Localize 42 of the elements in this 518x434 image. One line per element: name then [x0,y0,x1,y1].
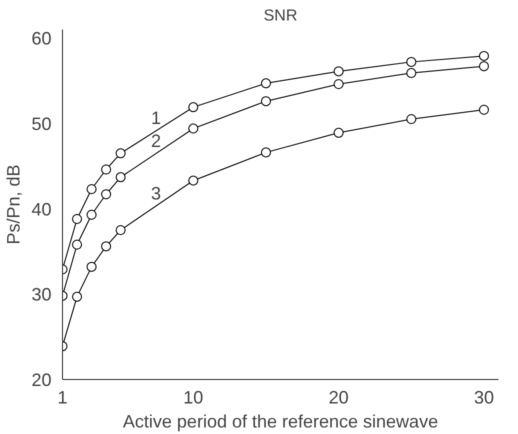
point [116,172,126,182]
x-tick-label: 30 [474,388,494,408]
series-label: 3 [150,183,161,204]
y-tick-label: 50 [31,114,52,134]
point [188,102,198,112]
y-tick-label: 40 [31,199,52,220]
x-tick-label: 10 [183,388,204,408]
point [478,50,489,61]
x-axis-title: Active period of the reference sinewave [122,412,438,432]
point [260,78,271,88]
y-tick-label: 30 [31,284,52,305]
point [101,164,112,174]
point [334,66,344,76]
point [86,184,97,194]
point [260,147,271,158]
point [406,68,416,78]
chart-title: SNR [264,8,298,24]
point [260,96,271,106]
point [72,214,82,224]
point [334,128,344,138]
point [116,148,126,158]
point [72,240,82,250]
point [72,292,82,302]
point [86,210,97,220]
point [406,56,416,67]
series-label: 1 [150,108,161,128]
point [406,114,416,124]
point [188,124,198,134]
x-tick-label: 20 [328,388,349,408]
y-tick-label: 20 [31,370,52,390]
point [188,176,198,186]
x-tick-label: 1 [57,388,68,408]
point [101,189,112,200]
point [116,225,126,236]
point [101,241,112,252]
point [478,104,489,115]
point [334,79,344,90]
series-label: 2 [150,130,161,151]
y-tick-label: 60 [31,28,52,49]
point [86,262,97,272]
point [478,61,489,72]
y-axis-title: Ps/Pn, dB [3,164,24,245]
